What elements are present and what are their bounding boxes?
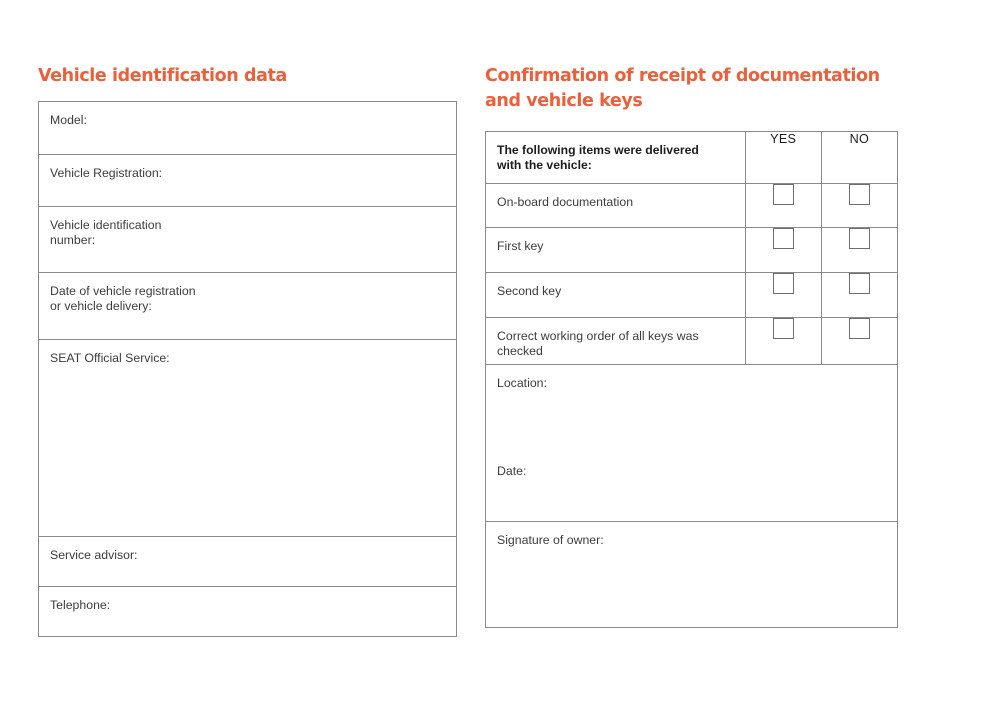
field-label: Date of vehicle registration or vehicle …: [50, 284, 196, 313]
field-model[interactable]: Model:: [38, 101, 457, 155]
field-service-advisor[interactable]: Service advisor:: [38, 536, 457, 587]
column-header-no: NO: [820, 131, 899, 184]
checkbox-cell-yes[interactable]: [744, 227, 822, 273]
table-row: On-board documentation: [485, 183, 899, 228]
field-location-and-date[interactable]: Location: Date:: [485, 364, 898, 522]
vehicle-identification-table-wrapper: Model: Vehicle Registration: Vehicle ide…: [38, 101, 457, 637]
field-label: Vehicle identification number:: [50, 218, 162, 247]
table-row: SEAT Official Service:: [38, 339, 457, 537]
item-label: Second key: [497, 284, 562, 298]
page-title-vehicle-identification: Vehicle identification data: [38, 66, 287, 86]
field-label-date: Date:: [497, 464, 527, 478]
item-label: On-board documentation: [497, 195, 634, 209]
field-vehicle-identification-number[interactable]: Vehicle identification number:: [38, 206, 457, 273]
checkbox-cell-no[interactable]: [820, 317, 899, 365]
item-cell-keys-working-order: Correct working order of all keys was ch…: [485, 317, 746, 365]
field-label: SEAT Official Service:: [50, 351, 170, 365]
field-date-of-registration[interactable]: Date of vehicle registration or vehicle …: [38, 272, 457, 340]
header-cell-items: The following items were delivered with …: [485, 131, 746, 184]
checkbox-yes-first-key[interactable]: [772, 228, 794, 249]
vehicle-identification-table: Model: Vehicle Registration: Vehicle ide…: [38, 101, 457, 637]
field-label: Model:: [50, 113, 87, 127]
table-row: Date of vehicle registration or vehicle …: [38, 272, 457, 340]
table-row: Telephone:: [38, 586, 457, 637]
field-telephone[interactable]: Telephone:: [38, 586, 457, 637]
item-cell-first-key: First key: [485, 227, 746, 273]
field-label: Vehicle Registration:: [50, 166, 163, 180]
checkbox-yes-on-board-documentation[interactable]: [772, 184, 794, 205]
checkbox-yes-second-key[interactable]: [772, 273, 794, 294]
table-row: First key: [485, 227, 899, 273]
checkbox-no-second-key[interactable]: [848, 273, 870, 294]
field-label-signature: Signature of owner:: [497, 533, 604, 547]
table-row: Correct working order of all keys was ch…: [485, 317, 899, 365]
checkbox-no-on-board-documentation[interactable]: [848, 184, 870, 205]
field-label-location: Location:: [497, 376, 547, 390]
table-row: Vehicle identification number:: [38, 206, 457, 273]
checkbox-cell-no[interactable]: [820, 227, 899, 273]
table-header-row: The following items were delivered with …: [485, 131, 899, 184]
item-label: Correct working order of all keys was ch…: [497, 329, 699, 358]
checkbox-cell-yes[interactable]: [744, 183, 822, 228]
checkbox-no-keys-working-order[interactable]: [848, 318, 870, 339]
table-row: Signature of owner:: [485, 521, 898, 628]
checkbox-cell-yes[interactable]: [744, 317, 822, 365]
checkbox-yes-keys-working-order[interactable]: [772, 318, 794, 339]
item-cell-second-key: Second key: [485, 272, 746, 318]
item-label: First key: [497, 239, 544, 253]
field-label: Telephone:: [50, 598, 111, 612]
field-label: Service advisor:: [50, 548, 138, 562]
field-vehicle-registration[interactable]: Vehicle Registration:: [38, 154, 457, 207]
column-header-label: The following items were delivered with …: [497, 143, 699, 172]
table-row: Second key: [485, 272, 899, 318]
column-header-yes: YES: [744, 131, 822, 184]
field-seat-official-service[interactable]: SEAT Official Service:: [38, 339, 457, 537]
item-cell-on-board-documentation: On-board documentation: [485, 183, 746, 228]
field-signature-of-owner[interactable]: Signature of owner:: [485, 521, 898, 628]
checkbox-cell-yes[interactable]: [744, 272, 822, 318]
confirmation-table-wrapper: The following items were delivered with …: [485, 131, 899, 628]
table-row: Vehicle Registration:: [38, 154, 457, 207]
confirmation-table: The following items were delivered with …: [485, 131, 899, 628]
table-row: Location: Date:: [485, 364, 898, 522]
checkbox-cell-no[interactable]: [820, 272, 899, 318]
table-row: Service advisor:: [38, 536, 457, 587]
table-row: Model:: [38, 101, 457, 155]
page-title-confirmation-of-receipt: Confirmation of receipt of documentation…: [485, 66, 880, 111]
checkbox-no-first-key[interactable]: [848, 228, 870, 249]
checkbox-cell-no[interactable]: [820, 183, 899, 228]
